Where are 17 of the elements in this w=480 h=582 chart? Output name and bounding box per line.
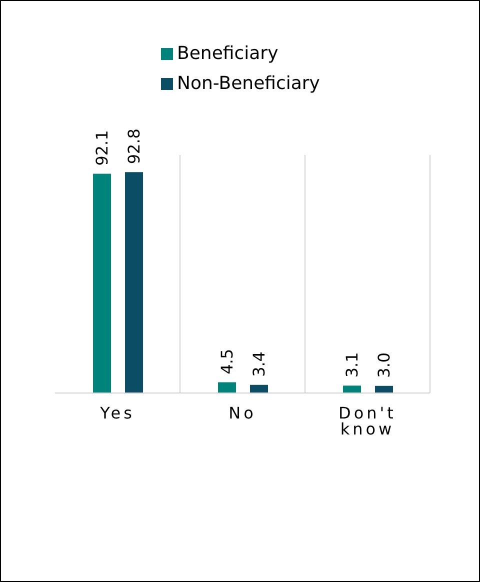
bar	[375, 386, 393, 393]
legend-label: Beneficiary	[177, 43, 278, 64]
data-label: 3.0	[374, 352, 394, 378]
data-label: 3.4	[250, 351, 268, 377]
legend-label: Non-Beneficiary	[177, 73, 320, 94]
data-label: 92.8	[124, 128, 144, 164]
x-tick-label: Don't know	[338, 403, 396, 438]
bar	[343, 386, 361, 393]
bar	[218, 382, 236, 393]
data-label: 3.1	[342, 352, 362, 378]
bar	[93, 174, 111, 393]
bar	[250, 384, 268, 393]
x-tick-label: Yes	[99, 403, 135, 422]
bar	[125, 172, 143, 393]
x-tick-label: No	[228, 403, 256, 422]
data-label: 4.5	[218, 348, 236, 374]
data-label: 92.1	[92, 130, 112, 166]
